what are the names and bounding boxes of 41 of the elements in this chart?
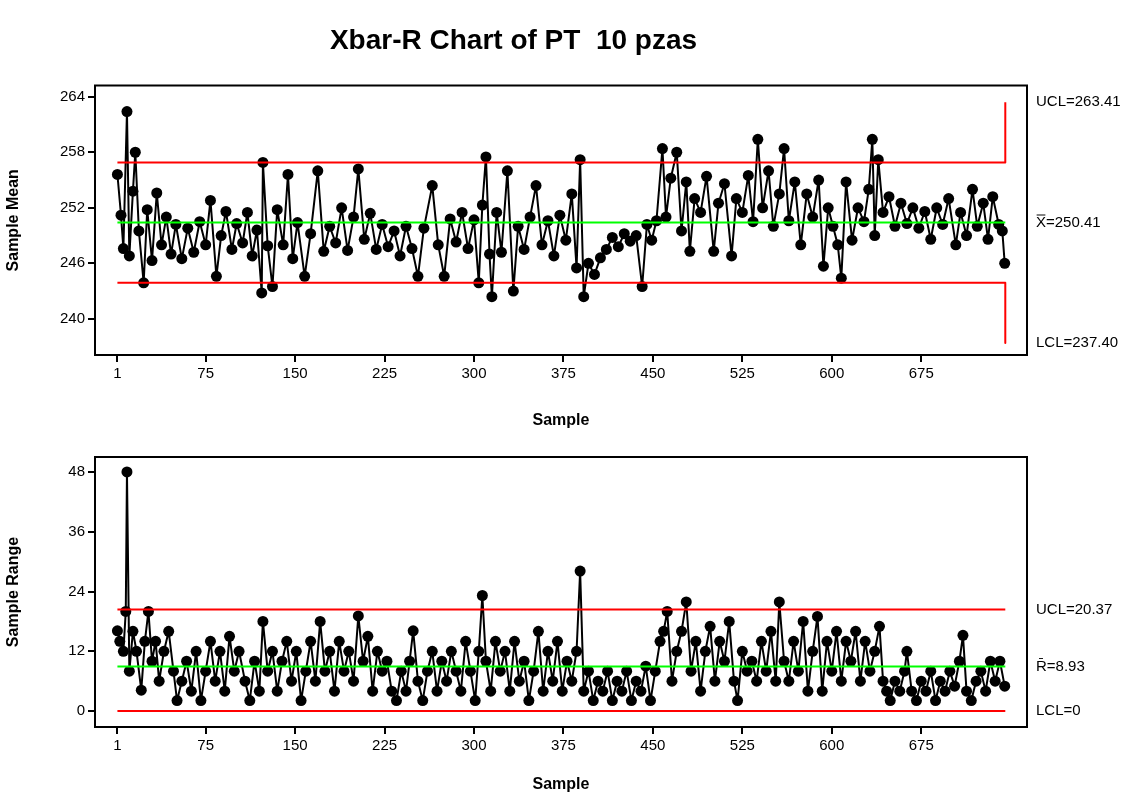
x-tick-label: 150	[282, 364, 308, 382]
x-axis-title: Sample	[532, 774, 590, 792]
text: UCL=263.41	[1036, 92, 1121, 110]
y-tick-label: 264	[59, 86, 85, 104]
y-tick-label: 0	[76, 701, 85, 719]
x-tick-label: 600	[819, 736, 845, 754]
y-tick-label: 48	[68, 462, 85, 480]
x-tick-label: 525	[729, 364, 755, 382]
text: R̄=8.93	[1036, 656, 1085, 674]
x-tick-label: 150	[282, 736, 308, 754]
y-tick-label: 24	[68, 581, 85, 599]
y-tick-label: 252	[59, 197, 85, 215]
x-tick-label: 675	[908, 736, 934, 754]
y-tick-label: 12	[68, 641, 85, 659]
x-tick-label: 450	[640, 364, 666, 382]
x-tick-label: 300	[461, 736, 487, 754]
x-tick-label: 75	[197, 364, 215, 382]
text: X̿=250.41	[1035, 212, 1101, 230]
y-axis-title: Sample Mean	[4, 169, 22, 272]
y-tick-label: 258	[59, 142, 85, 160]
y-tick-label: 246	[59, 253, 85, 271]
x-tick-label: 375	[550, 364, 576, 382]
x-tick-label: 525	[729, 736, 755, 754]
chart-title: Xbar-R Chart of PT 10 pzas	[329, 23, 698, 55]
x-tick-label: 225	[372, 364, 398, 382]
x-axis-title: Sample	[532, 410, 590, 428]
x-tick-label: 375	[550, 736, 576, 754]
text: LCL=237.40	[1036, 333, 1119, 351]
text: UCL=20.37	[1036, 599, 1113, 617]
y-tick-label: 240	[59, 309, 85, 327]
x-tick-label: 1	[113, 736, 122, 754]
x-tick-label: 600	[819, 364, 845, 382]
y-axis-title: Sample Range	[4, 536, 22, 648]
x-tick-label: 75	[197, 736, 215, 754]
y-tick-label: 36	[68, 521, 85, 539]
x-tick-label: 300	[461, 364, 487, 382]
x-tick-label: 1	[113, 364, 122, 382]
text: LCL=0	[1036, 701, 1081, 719]
x-tick-label: 675	[908, 364, 934, 382]
x-tick-label: 225	[372, 736, 398, 754]
x-tick-label: 450	[640, 736, 666, 754]
